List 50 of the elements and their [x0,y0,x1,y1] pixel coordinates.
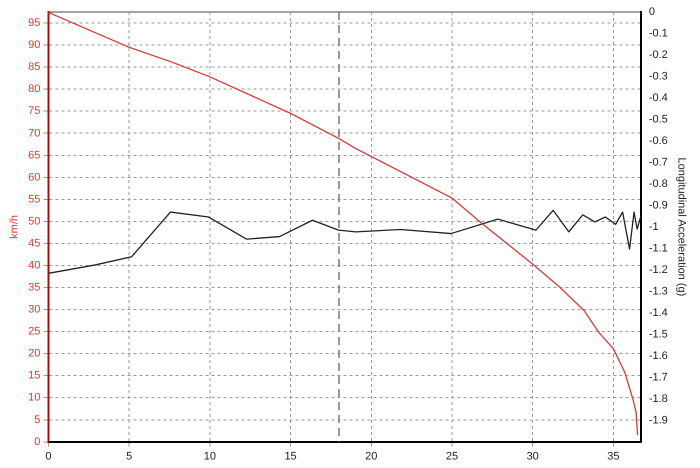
y2-tick-label: -1.1 [648,242,668,254]
y2-tick-label: -1.6 [648,350,668,362]
y2-tick-label: -1.4 [648,306,668,319]
y-tick-label: 25 [28,326,40,338]
y2-tick-label: -1.8 [648,392,668,405]
y2-tick-label: -0.3 [648,70,668,82]
y-tick-label: 85 [28,61,40,74]
y2-tick-label: -0.6 [648,134,668,147]
x-tick-label: 15 [284,450,297,462]
y-tick-label: 15 [28,370,40,382]
y-tick-label: 30 [28,304,40,316]
x-tick-label: 30 [526,450,539,462]
y2-tick-label: -1.9 [648,414,668,426]
y-axis-title: km/h [8,214,21,239]
x-tick-label: 35 [607,450,620,462]
y-tick-label: 35 [28,282,40,294]
x-tick-label: 5 [126,450,132,462]
y2-axis-title: Longitudinal Acceleration (g) [675,157,688,296]
y-tick-label: 80 [28,83,40,96]
x-tick-label: 10 [204,450,216,462]
y-tick-label: 0 [34,436,40,448]
y2-tick-label: -0.7 [648,156,668,168]
y-tick-label: 70 [28,127,40,140]
y2-tick-label: -1.3 [648,285,668,298]
y-tick-label: 65 [28,149,40,162]
y2-tick-label: -0.2 [648,49,668,62]
y-tick-label: 75 [28,105,40,118]
y2-tick-label: 0 [648,6,655,18]
x-tick-label: 0 [45,450,52,462]
y2-tick-label: -0.9 [648,199,668,212]
y-tick-label: 10 [28,392,40,404]
y-tick-label: 90 [28,39,40,52]
y2-tick-label: -0.8 [648,178,668,190]
x-tick-label: 25 [446,450,458,462]
y-tick-label: 5 [34,414,40,426]
y-tick-label: 55 [28,193,40,206]
x-tick-label: 20 [365,450,378,462]
y2-tick-label: -1 [648,220,659,233]
y-tick-label: 20 [28,348,40,360]
y2-tick-label: -0.1 [648,28,668,40]
y2-tick-label: -1.2 [648,264,668,276]
y-tick-label: 60 [28,171,40,184]
y2-tick-label: -1.7 [648,371,668,384]
y-tick-label: 50 [28,215,40,228]
y2-tick-label: -0.4 [648,92,668,104]
y-tick-label: 45 [28,237,40,250]
y2-tick-label: -0.5 [648,113,668,126]
y2-tick-label: -1.5 [648,328,668,340]
y-tick-label: 95 [28,17,40,30]
y-tick-label: 40 [28,260,40,272]
